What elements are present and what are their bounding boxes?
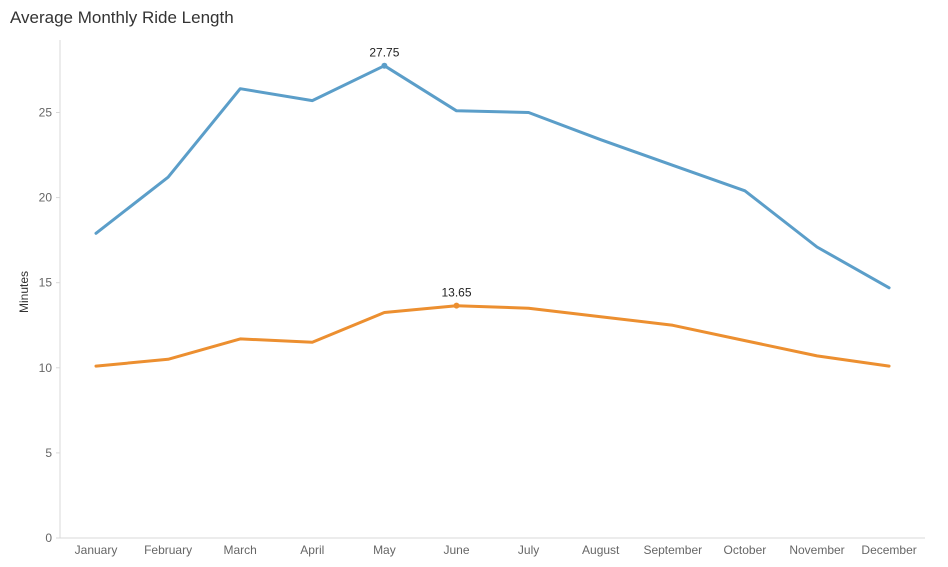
y-tick-label: 0 — [45, 531, 52, 545]
x-tick-label: July — [518, 543, 539, 557]
y-tick-label: 5 — [45, 446, 52, 460]
peak-marker — [381, 62, 388, 69]
x-tick-label: October — [724, 543, 767, 557]
x-tick-label: January — [75, 543, 118, 557]
x-tick-label: June — [443, 543, 469, 557]
chart-axes: 0 5 10 15 20 25 January February March April May Ju… — [17, 40, 925, 557]
y-axis-title: Minutes — [17, 271, 31, 313]
x-tick-label: March — [224, 543, 257, 557]
chart-title: Average Monthly Ride Length — [10, 8, 234, 27]
labels-layer: 27.75 13.65 — [369, 46, 472, 309]
x-tick-label: August — [582, 543, 620, 557]
y-tick-label: 15 — [39, 276, 53, 290]
y-tick-label: 25 — [39, 106, 53, 120]
y-tick-label: 10 — [39, 361, 53, 375]
y-tick-label: 20 — [39, 191, 53, 205]
series-line-1 — [94, 64, 891, 290]
data-label: 27.75 — [369, 46, 399, 60]
series-line-2 — [94, 304, 891, 368]
x-tick-label: November — [789, 543, 844, 557]
x-tick-label: September — [643, 543, 702, 557]
x-tick-label: December — [861, 543, 916, 557]
x-tick-label: April — [300, 543, 324, 557]
series-layer — [94, 64, 891, 368]
peak-marker — [453, 302, 460, 309]
x-tick-label: May — [373, 543, 396, 557]
x-tick-label: February — [144, 543, 192, 557]
data-label: 13.65 — [441, 286, 471, 300]
